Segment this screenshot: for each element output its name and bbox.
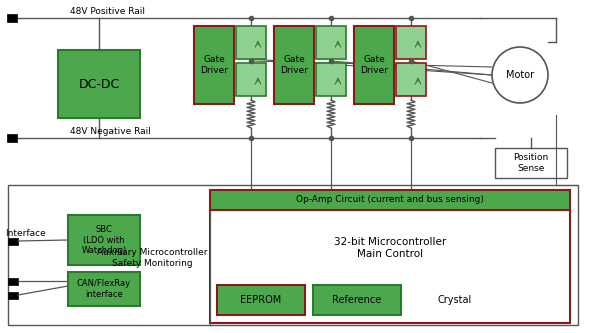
Text: Position
Sense: Position Sense <box>513 153 549 173</box>
Bar <box>316 63 346 96</box>
Bar <box>217 285 305 315</box>
Bar <box>354 26 394 104</box>
Text: CAN/FlexRay
interface: CAN/FlexRay interface <box>77 279 131 299</box>
Bar <box>68 215 140 265</box>
Bar <box>8 292 18 299</box>
Bar <box>7 134 17 142</box>
Text: 48V Negative Rail: 48V Negative Rail <box>70 128 151 137</box>
Bar <box>8 238 18 245</box>
Bar <box>210 210 570 323</box>
Text: SBC
(LDO with
Watchdog): SBC (LDO with Watchdog) <box>81 225 127 255</box>
Bar <box>236 63 266 96</box>
Bar <box>236 26 266 59</box>
Bar <box>313 285 401 315</box>
Bar <box>194 26 234 104</box>
Bar <box>8 185 578 325</box>
Bar <box>8 278 18 285</box>
Bar <box>68 272 140 306</box>
Text: Gate
Driver: Gate Driver <box>200 55 228 75</box>
Text: Motor: Motor <box>506 70 534 80</box>
Bar <box>396 26 426 59</box>
Text: Reference: Reference <box>332 295 382 305</box>
Text: EEPROM: EEPROM <box>240 295 282 305</box>
Text: Auxiliary Microcontroller
Safety Monitoring: Auxiliary Microcontroller Safety Monitor… <box>96 248 207 268</box>
Bar <box>316 26 346 59</box>
Text: DC-DC: DC-DC <box>78 78 120 91</box>
Bar <box>495 148 567 178</box>
Bar <box>7 14 17 22</box>
Text: Interface: Interface <box>5 228 46 237</box>
Text: Gate
Driver: Gate Driver <box>360 55 388 75</box>
Text: Gate
Driver: Gate Driver <box>280 55 308 75</box>
Bar <box>396 63 426 96</box>
Text: 48V Positive Rail: 48V Positive Rail <box>70 8 145 17</box>
Text: 32-bit Microcontroller
Main Control: 32-bit Microcontroller Main Control <box>334 237 446 259</box>
Bar <box>58 50 140 118</box>
Text: Crystal: Crystal <box>438 295 472 305</box>
Bar <box>274 26 314 104</box>
Text: Op-Amp Circuit (current and bus sensing): Op-Amp Circuit (current and bus sensing) <box>296 195 484 204</box>
Circle shape <box>492 47 548 103</box>
Bar <box>210 190 570 210</box>
